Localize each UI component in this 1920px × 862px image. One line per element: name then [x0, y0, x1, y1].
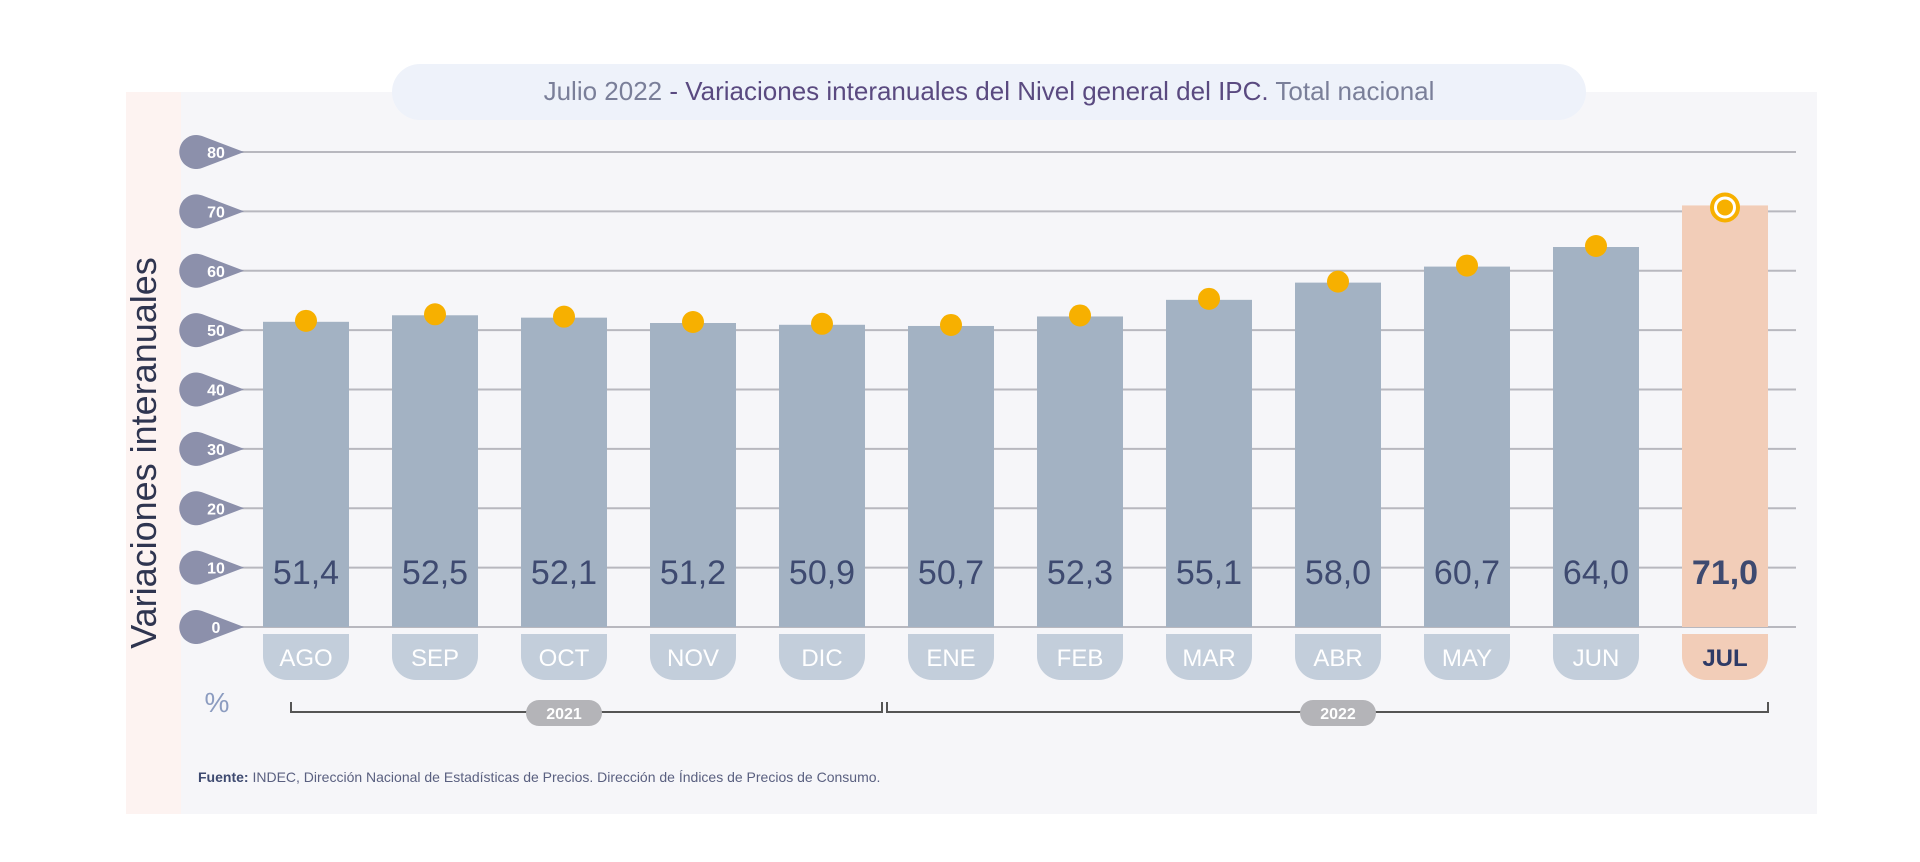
y-tick-label: 40 [207, 383, 225, 400]
y-tick-badge [179, 194, 244, 229]
x-tick-label: OCT [539, 645, 590, 672]
data-dot [424, 303, 446, 326]
y-axis-label: Variaciones interanuales [123, 257, 164, 649]
bar [779, 324, 865, 627]
value-label: 55,1 [1176, 554, 1242, 592]
x-tick-label: NOV [667, 645, 719, 672]
title-pill [392, 64, 1586, 120]
y-tick-badge [179, 609, 244, 644]
value-label: 60,7 [1434, 554, 1500, 592]
month-pill [650, 634, 736, 680]
bars: AGO 51,4 SEP 52,5 OCT 52,1 NOV 51,2 DIC 50,9 ENE 50… [263, 192, 1768, 680]
data-dot [553, 305, 575, 328]
year-badge [1300, 700, 1376, 726]
month-pill [521, 634, 607, 680]
y-tick-badge [179, 313, 244, 348]
bar [1553, 247, 1639, 627]
y-tick-label: 0 [212, 620, 221, 637]
left-accent-strip [126, 92, 181, 814]
gridlines [230, 151, 1796, 628]
y-tick-label: 30 [207, 442, 225, 459]
month-pill [1553, 634, 1639, 680]
value-label: 50,9 [789, 554, 855, 592]
year-groups: 2021 2022 [290, 700, 1769, 726]
y-tick-label: 10 [207, 561, 225, 578]
y-tick-badge [179, 491, 244, 526]
y-tick-badge [179, 550, 244, 585]
month-pill [263, 634, 349, 680]
data-dot [1585, 235, 1607, 257]
bar [263, 321, 349, 627]
data-dot [295, 309, 317, 332]
y-ticks: 0 10 20 30 40 50 60 70 80 [179, 135, 244, 644]
month-pill [1682, 634, 1768, 680]
y-tick-badge [179, 431, 244, 466]
x-tick-label: ENE [926, 645, 975, 672]
bar [1424, 266, 1510, 627]
x-tick-label: MAY [1442, 645, 1492, 672]
y-tick-label: 20 [207, 501, 225, 518]
year-badge [526, 700, 602, 726]
chart-title: Julio 2022 - Variaciones interanuales de… [544, 76, 1435, 106]
value-label: 71,0 [1692, 554, 1758, 592]
data-dot [1069, 304, 1091, 327]
y-unit-label: % [205, 687, 230, 718]
data-dot [1717, 199, 1733, 216]
data-dot [682, 311, 704, 333]
bar [1682, 205, 1768, 627]
data-dot [811, 312, 833, 335]
x-tick-label: AGO [279, 645, 332, 672]
month-pill [392, 634, 478, 680]
value-label: 52,1 [531, 554, 597, 592]
y-tick-label: 60 [207, 264, 225, 281]
month-pill [1295, 634, 1381, 680]
value-label: 64,0 [1563, 554, 1629, 592]
bar [908, 325, 994, 627]
month-pill [1166, 634, 1252, 680]
value-label: 52,5 [402, 554, 468, 592]
value-label: 51,2 [660, 554, 726, 592]
month-pill [1424, 634, 1510, 680]
value-label: 58,0 [1305, 554, 1371, 592]
bar [521, 317, 607, 627]
data-dot [940, 313, 962, 336]
month-pill [908, 634, 994, 680]
y-tick-badge [179, 135, 244, 169]
value-label: 51,4 [273, 554, 339, 592]
bar [1166, 299, 1252, 627]
x-tick-label: FEB [1057, 645, 1104, 672]
y-tick-label: 50 [207, 323, 225, 340]
value-label: 52,3 [1047, 554, 1113, 592]
value-label: 50,7 [918, 554, 984, 592]
x-tick-label: JUL [1702, 645, 1747, 672]
bar [1295, 282, 1381, 627]
y-tick-label: 70 [207, 204, 225, 221]
data-dot [1456, 254, 1478, 277]
month-pill [1037, 634, 1123, 680]
y-tick-label: 80 [207, 145, 225, 162]
x-tick-label: ABR [1313, 645, 1362, 672]
month-pill [779, 634, 865, 680]
y-tick-badge [179, 253, 244, 288]
bar [392, 315, 478, 627]
year-label: 2022 [1320, 706, 1356, 723]
bar [650, 323, 736, 627]
x-tick-label: MAR [1182, 645, 1235, 672]
bar [1037, 316, 1123, 627]
y-tick-badge [179, 372, 244, 407]
source-note: Fuente: INDEC, Dirección Nacional de Est… [198, 769, 880, 785]
x-tick-label: SEP [411, 645, 459, 672]
year-label: 2021 [546, 706, 582, 723]
data-dot [1327, 270, 1349, 293]
data-dot [1198, 287, 1220, 310]
x-tick-label: DIC [801, 645, 842, 672]
x-tick-label: JUN [1573, 645, 1620, 672]
